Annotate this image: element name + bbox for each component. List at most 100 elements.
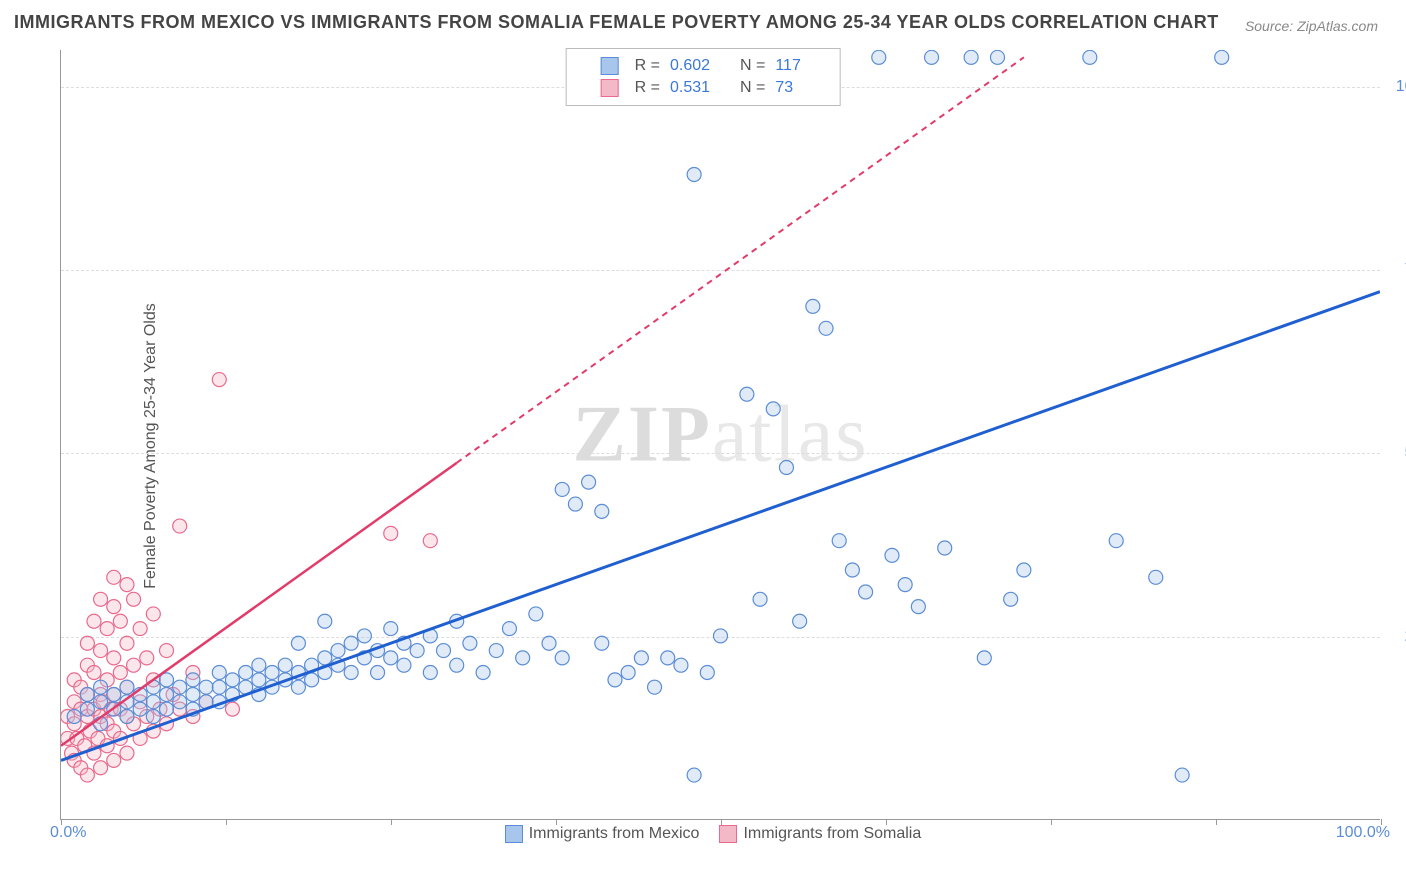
data-point [384,622,398,636]
data-point [160,644,174,658]
data-point [793,614,807,628]
data-point [160,702,174,716]
r-label: R = [635,79,660,97]
data-point [1004,592,1018,606]
data-point [898,578,912,592]
correlation-legend: R =0.602N =117 R = 0.531 N = 73 [566,48,841,106]
data-point [1215,50,1229,64]
trend-line-dashed [457,57,1024,463]
data-point [120,709,134,723]
data-point [845,563,859,577]
chart-title: IMMIGRANTS FROM MEXICO VS IMMIGRANTS FRO… [14,12,1219,33]
data-point [173,695,187,709]
data-point [872,50,886,64]
data-point [423,666,437,680]
data-point [225,702,239,716]
data-point [608,673,622,687]
legend-row: R =0.602N =117 [581,55,826,77]
legend-swatch [601,57,619,75]
data-point [113,666,127,680]
data-point [107,651,121,665]
legend-swatch [719,825,737,843]
data-point [384,651,398,665]
y-tick-label: 25.0% [1390,628,1406,646]
data-point [94,680,108,694]
data-point [384,526,398,540]
data-point [127,592,141,606]
data-point [1175,768,1189,782]
data-point [80,702,94,716]
data-point [305,673,319,687]
data-point [700,666,714,680]
trend-line [61,292,1380,761]
n-value: 73 [775,79,825,97]
n-label: N = [740,79,765,97]
data-point [120,636,134,650]
data-point [146,709,160,723]
data-point [911,600,925,614]
data-point [423,534,437,548]
data-point [199,680,213,694]
data-point [107,600,121,614]
data-point [621,666,635,680]
data-point [120,746,134,760]
data-point [1149,570,1163,584]
data-point [67,709,81,723]
legend-label: Immigrants from Mexico [529,825,700,842]
data-point [1083,50,1097,64]
data-point [489,644,503,658]
n-value: 117 [775,57,825,75]
data-point [160,688,174,702]
data-point [344,666,358,680]
data-point [87,666,101,680]
data-point [779,460,793,474]
data-point [212,666,226,680]
y-tick-label: 50.0% [1390,444,1406,462]
data-point [1109,534,1123,548]
data-point [140,651,154,665]
data-point [371,666,385,680]
data-point [859,585,873,599]
data-point [173,519,187,533]
scatter-svg [61,50,1380,819]
data-point [582,475,596,489]
data-point [766,402,780,416]
data-point [252,673,266,687]
data-point [94,592,108,606]
data-point [225,673,239,687]
y-tick-label: 75.0% [1390,261,1406,279]
r-value: 0.531 [670,79,720,97]
data-point [568,497,582,511]
data-point [80,688,94,702]
data-point [252,658,266,672]
data-point [291,636,305,650]
data-point [595,504,609,518]
data-point [113,614,127,628]
data-point [397,658,411,672]
data-point [278,658,292,672]
data-point [344,636,358,650]
data-point [186,688,200,702]
legend-swatch [505,825,523,843]
data-point [529,607,543,621]
data-point [753,592,767,606]
data-point [239,666,253,680]
data-point [555,651,569,665]
data-point [291,680,305,694]
data-point [80,768,94,782]
data-point [450,658,464,672]
data-point [1017,563,1031,577]
data-point [832,534,846,548]
data-point [964,50,978,64]
data-point [357,629,371,643]
data-point [502,622,516,636]
data-point [94,644,108,658]
data-point [925,50,939,64]
r-value: 0.602 [670,57,720,75]
data-point [410,644,424,658]
data-point [146,695,160,709]
data-point [127,658,141,672]
data-point [265,666,279,680]
y-tick-label: 100.0% [1390,78,1406,96]
data-point [331,644,345,658]
